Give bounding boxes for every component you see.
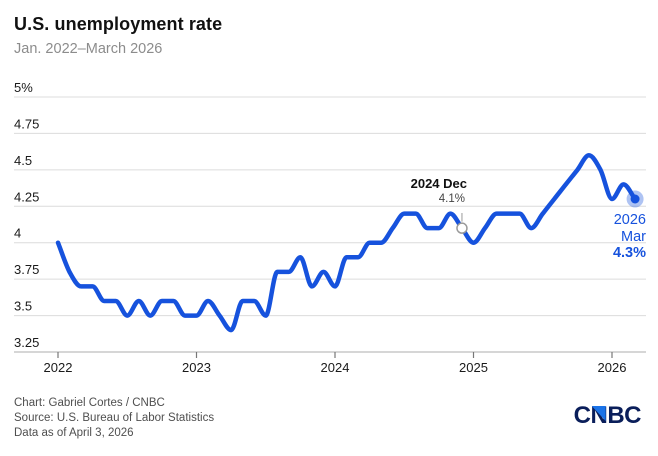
page-subtitle: Jan. 2022–March 2026 (14, 41, 163, 57)
y-tick-label: 3.75 (14, 262, 39, 277)
footer-credit: Chart: Gabriel Cortes / CNBC (14, 397, 165, 409)
y-tick-label: 4.75 (14, 116, 39, 131)
x-tick-label: 2026 (598, 360, 627, 375)
dec-2024-marker (456, 222, 468, 234)
x-axis: 2022 2023 2024 2025 2026 (44, 352, 627, 375)
annotation-dec-2024-label: 2024 Dec (410, 176, 467, 191)
x-tick-label: 2022 (44, 360, 73, 375)
chart-footer: Chart: Gabriel Cortes / CNBC Source: U.S… (14, 396, 214, 441)
x-tick-label: 2024 (321, 360, 350, 375)
page-title: U.S. unemployment rate (14, 14, 223, 34)
cnbc-logo-text: CNBC (573, 402, 642, 429)
annotation-latest-point: 2026 Mar 4.3% (613, 212, 646, 262)
annotation-latest-month: Mar (621, 228, 646, 245)
data-markers (456, 190, 644, 234)
y-tick-label: 4.5 (14, 153, 32, 168)
y-axis-labels: 5% 4.75 4.5 4.25 4 3.75 3.5 3.25 (14, 80, 39, 350)
y-tick-label: 3.5 (14, 299, 32, 314)
annotation-latest-year: 2026 (613, 212, 646, 228)
footer-source: Source: U.S. Bureau of Labor Statistics (14, 412, 215, 424)
annotation-dec-2024-value: 4.1% (438, 193, 465, 205)
data-line (55, 153, 638, 333)
footer-asof: Data as of April 3, 2026 (14, 427, 134, 439)
y-tick-label: 4 (14, 226, 21, 241)
annotation-latest-value: 4.3% (612, 245, 646, 261)
annotation-dec-2024: 2024 Dec 4.1% (411, 176, 467, 205)
y-tick-label: 5% (14, 80, 33, 95)
latest-point-marker (630, 194, 640, 204)
x-tick-label: 2025 (459, 360, 488, 375)
y-tick-label: 3.25 (14, 335, 39, 350)
cnbc-logo: CNBC (573, 402, 642, 430)
x-tick-label: 2023 (182, 360, 211, 375)
gridlines (14, 96, 646, 353)
y-tick-label: 4.25 (14, 189, 39, 204)
unemployment-rate-line (55, 153, 638, 333)
